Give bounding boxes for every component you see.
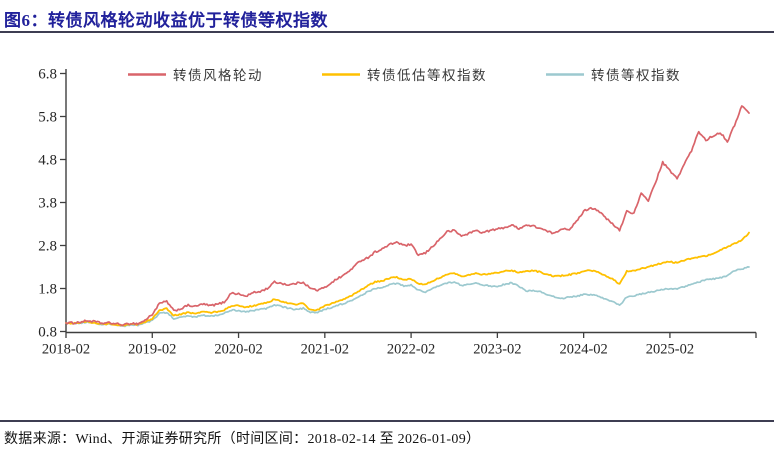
legend-label-undervalued: 转债低估等权指数 bbox=[367, 68, 487, 83]
y-tick-label: 1.8 bbox=[38, 282, 57, 298]
undervalued-equal-weight-index-line bbox=[65, 231, 750, 327]
y-tick-label: 5.8 bbox=[38, 110, 57, 126]
legend-item-undervalued: 转债低估等权指数 bbox=[322, 64, 487, 84]
y-tick-label: 3.8 bbox=[38, 196, 57, 212]
x-tick-label: 2021-02 bbox=[301, 342, 349, 358]
legend-label-equal-weight: 转债等权指数 bbox=[591, 68, 681, 83]
x-axis-labels: 2018-02 2019-02 2020-02 2021-02 2022-02 2023-… bbox=[42, 342, 694, 358]
x-tick-label: 2025-02 bbox=[646, 342, 694, 358]
y-tick-label: 0.8 bbox=[38, 325, 57, 341]
figure-title: 图6：转债风格轮动收益优于转债等权指数 bbox=[4, 11, 328, 30]
x-tick-label: 2023-02 bbox=[473, 342, 521, 358]
style-rotation-line bbox=[65, 105, 750, 327]
legend-swatch-undervalued-line bbox=[322, 72, 360, 76]
y-axis-ticks bbox=[60, 72, 66, 333]
x-tick-label: 2024-02 bbox=[559, 342, 607, 358]
source-divider bbox=[0, 420, 774, 422]
x-axis-ticks bbox=[65, 332, 757, 338]
legend-label-rotation: 转债风格轮动 bbox=[173, 68, 263, 83]
legend-item-equal-weight: 转债等权指数 bbox=[546, 64, 681, 84]
y-tick-label: 6.8 bbox=[38, 67, 57, 83]
line-chart: 0.8 1.8 2.8 3.8 4.8 5.8 6.8 2018-02 2019-02 2020… bbox=[38, 67, 757, 358]
x-tick-label: 2020-02 bbox=[214, 342, 262, 358]
y-tick-label: 2.8 bbox=[38, 239, 57, 255]
x-tick-label: 2019-02 bbox=[128, 342, 176, 358]
x-tick-label: 2022-02 bbox=[387, 342, 435, 358]
legend-item-rotation: 转债风格轮动 bbox=[128, 64, 263, 84]
source-note: 数据来源：Wind、开源证券研究所（时间区间：2018-02-14 至 2026… bbox=[4, 432, 481, 447]
legend-swatch-equal-weight-line bbox=[546, 72, 584, 76]
title-underline bbox=[0, 31, 774, 33]
x-tick-label: 2018-02 bbox=[42, 342, 90, 358]
equal-weight-index-line bbox=[65, 266, 750, 328]
y-tick-label: 4.8 bbox=[38, 153, 57, 169]
y-axis-labels: 0.8 1.8 2.8 3.8 4.8 5.8 6.8 bbox=[38, 67, 57, 341]
chart-axes bbox=[65, 69, 756, 334]
legend-swatch-rotation-line bbox=[128, 72, 166, 76]
